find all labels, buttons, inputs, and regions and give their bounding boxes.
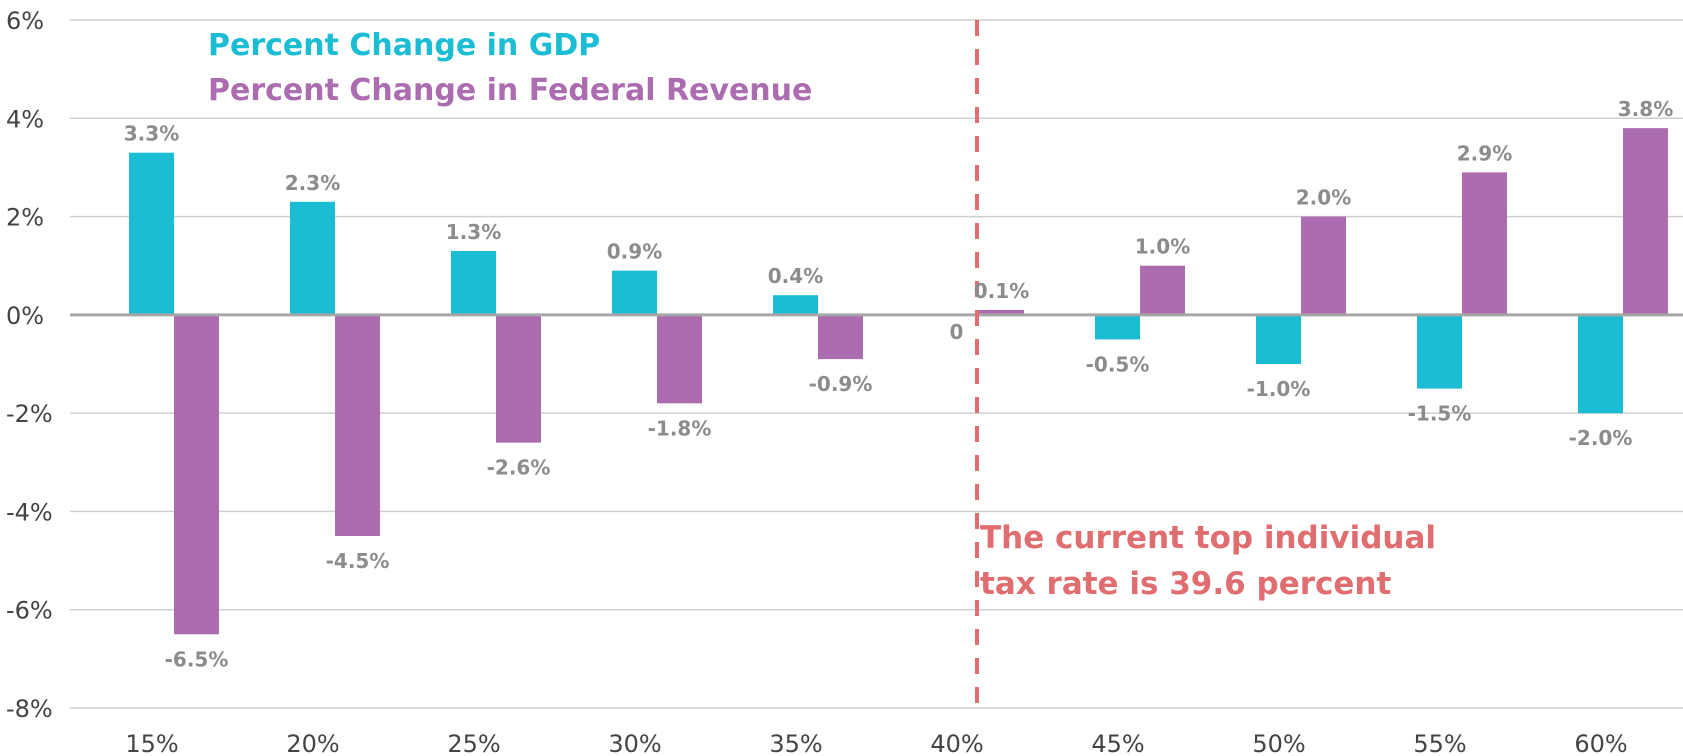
data-label: -0.5%	[1086, 352, 1150, 376]
y-tick-label: 0%	[6, 302, 44, 330]
bars	[129, 128, 1668, 635]
bar-gdp	[1417, 314, 1462, 389]
x-tick-label: 45%	[1091, 730, 1144, 756]
bar-gdp	[1578, 314, 1623, 414]
y-axis-tick-labels: 6% 4% 2% 0% -2% -4% -6% -8%	[6, 7, 53, 723]
data-label: -6.5%	[165, 647, 229, 671]
bar-federal-revenue	[496, 314, 541, 443]
data-label: 2.0%	[1296, 186, 1351, 210]
y-tick-label: -8%	[6, 695, 53, 723]
annotation: The current top individual tax rate is 3…	[980, 520, 1436, 602]
x-tick-label: 40%	[930, 730, 983, 756]
bar-gdp	[1095, 314, 1140, 340]
data-label: -1.8%	[648, 416, 712, 440]
data-label: -0.9%	[809, 372, 873, 396]
bar-gdp	[451, 250, 496, 315]
bar-federal-revenue	[174, 314, 219, 635]
bar-gdp	[129, 152, 174, 315]
bar-gdp	[612, 270, 657, 315]
x-axis-tick-labels: 15% 20% 25% 30% 35% 40% 45% 50% 55% 60%	[125, 730, 1627, 756]
bar-gdp	[773, 295, 818, 315]
bar-gdp	[1256, 314, 1301, 364]
x-tick-label: 20%	[286, 730, 339, 756]
data-label: 1.0%	[1135, 235, 1190, 259]
data-label: 3.8%	[1618, 97, 1673, 121]
data-label: -1.5%	[1408, 402, 1472, 426]
data-label: 2.9%	[1457, 141, 1512, 165]
data-label: 0	[950, 320, 964, 344]
legend-entry-gdp: Percent Change in GDP	[208, 28, 600, 63]
data-label: 3.3%	[124, 122, 179, 146]
bar-gdp	[290, 201, 335, 315]
x-tick-label: 60%	[1574, 730, 1627, 756]
data-labels: 3.3% -6.5% 2.3% -4.5% 1.3% -2.6% 0.9% -1.8% 0.4%…	[124, 97, 1673, 671]
data-label: 1.3%	[446, 220, 501, 244]
bar-federal-revenue	[1462, 172, 1507, 315]
legend: Percent Change in GDP Percent Change in …	[208, 28, 812, 108]
data-label: 2.3%	[285, 171, 340, 195]
bar-federal-revenue	[979, 309, 1024, 315]
data-label: 0.9%	[607, 240, 662, 264]
data-label: -1.0%	[1247, 377, 1311, 401]
x-tick-label: 55%	[1413, 730, 1466, 756]
bar-federal-revenue	[657, 314, 702, 404]
y-tick-label: 6%	[6, 7, 44, 35]
x-tick-label: 35%	[769, 730, 822, 756]
y-tick-label: 4%	[6, 105, 44, 133]
y-tick-label: -2%	[6, 400, 53, 428]
bar-federal-revenue	[1623, 128, 1668, 315]
x-tick-label: 30%	[608, 730, 661, 756]
data-label: -4.5%	[326, 549, 390, 573]
bar-federal-revenue	[1301, 216, 1346, 315]
x-tick-label: 50%	[1252, 730, 1305, 756]
data-label: 0.4%	[768, 264, 823, 288]
y-tick-label: -6%	[6, 597, 53, 625]
data-label: -2.0%	[1569, 426, 1633, 450]
y-tick-label: 2%	[6, 204, 44, 232]
annotation-line-2: tax rate is 39.6 percent	[980, 566, 1391, 602]
data-label: 0.1%	[974, 279, 1029, 303]
x-tick-label: 25%	[447, 730, 500, 756]
annotation-line-1: The current top individual	[980, 520, 1436, 556]
bar-federal-revenue	[335, 314, 380, 536]
y-tick-label: -4%	[6, 498, 53, 526]
bar-federal-revenue	[818, 314, 863, 360]
legend-entry-federal-revenue: Percent Change in Federal Revenue	[208, 73, 812, 108]
data-label: -2.6%	[487, 456, 551, 480]
bar-federal-revenue	[1140, 265, 1185, 315]
x-tick-label: 15%	[125, 730, 178, 756]
